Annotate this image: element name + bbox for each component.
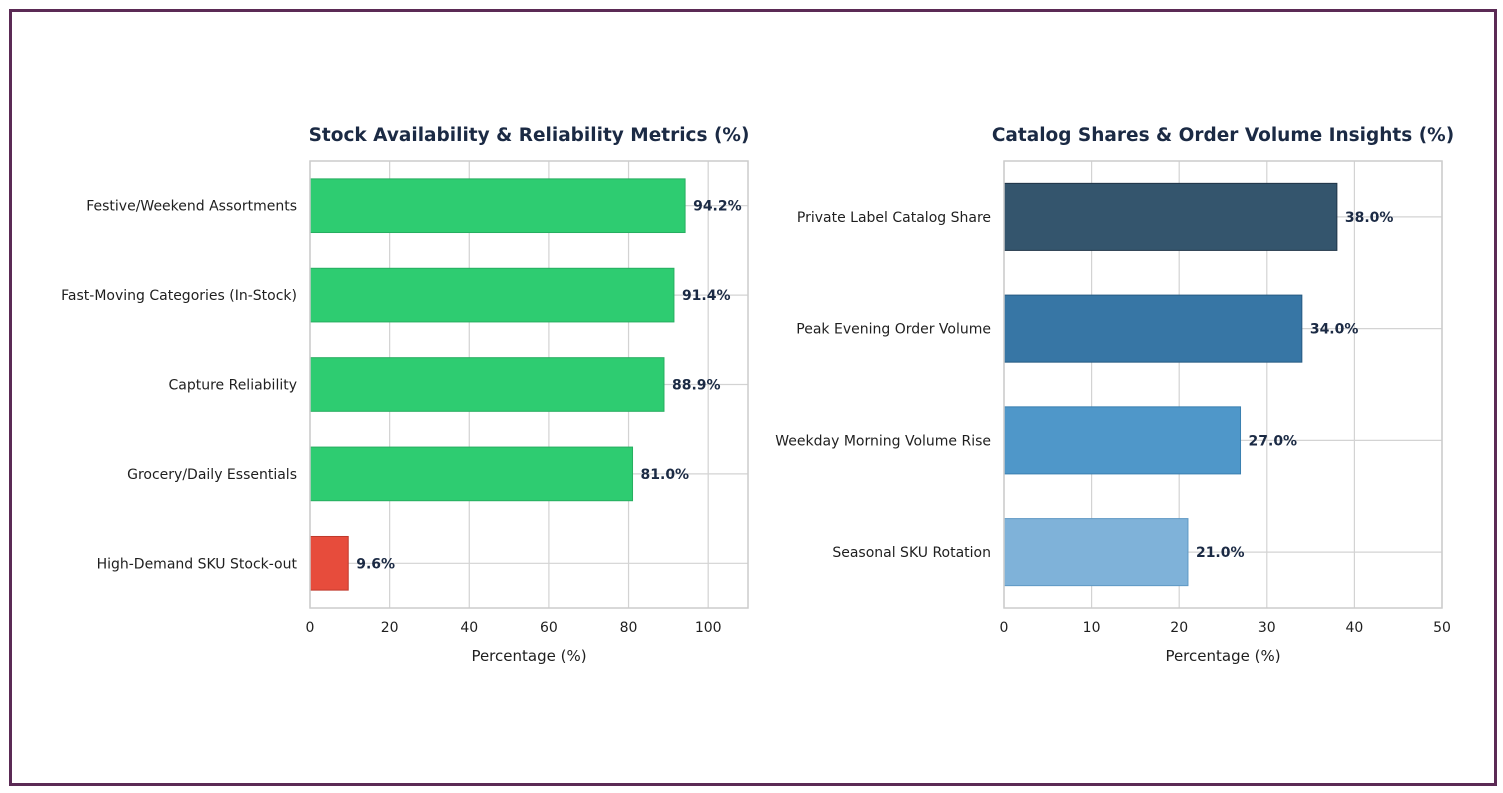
value-label: 27.0%	[1249, 433, 1298, 449]
x-tick-label: 40	[1345, 620, 1363, 636]
bar	[1003, 182, 1338, 251]
figure-frame	[9, 9, 1497, 786]
category-label: High-Demand SKU Stock-out	[97, 556, 298, 572]
bar	[309, 535, 349, 591]
category-label: Private Label Catalog Share	[797, 210, 991, 226]
x-tick-label: 20	[381, 620, 399, 636]
bar	[1003, 294, 1303, 363]
x-tick-label: 50	[1433, 620, 1451, 636]
x-tick-label: 40	[460, 620, 478, 636]
x-tick-label: 0	[306, 620, 315, 636]
x-tick-label: 0	[1000, 620, 1009, 636]
chart-catalog-shares: Catalog Shares & Order Volume Insights (…	[775, 125, 1454, 665]
category-label: Festive/Weekend Assortments	[86, 199, 297, 215]
x-tick-label: 80	[620, 620, 638, 636]
chart-title: Stock Availability & Reliability Metrics…	[309, 125, 750, 146]
chart-title: Catalog Shares & Order Volume Insights (…	[992, 125, 1454, 146]
category-label: Capture Reliability	[168, 378, 297, 394]
category-label: Weekday Morning Volume Rise	[775, 433, 991, 449]
bar	[309, 267, 675, 323]
value-label: 9.6%	[356, 556, 395, 572]
value-label: 88.9%	[672, 378, 721, 394]
x-tick-label: 60	[540, 620, 558, 636]
x-tick-label: 10	[1083, 620, 1101, 636]
category-label: Grocery/Daily Essentials	[127, 467, 297, 483]
x-tick-label: 20	[1170, 620, 1188, 636]
bar	[309, 357, 665, 412]
value-label: 21.0%	[1196, 545, 1245, 561]
bar	[1003, 518, 1189, 587]
bar	[309, 178, 686, 234]
bar	[1003, 406, 1242, 475]
x-tick-label: 30	[1258, 620, 1276, 636]
value-label: 38.0%	[1345, 210, 1394, 226]
value-label: 91.4%	[682, 288, 731, 304]
x-tick-label: 100	[695, 620, 722, 636]
value-label: 34.0%	[1310, 322, 1359, 338]
bar	[309, 446, 634, 502]
category-label: Peak Evening Order Volume	[796, 322, 991, 338]
category-label: Seasonal SKU Rotation	[832, 545, 991, 561]
plot-frame	[309, 160, 749, 609]
x-axis-label: Percentage (%)	[471, 647, 586, 665]
value-label: 81.0%	[641, 467, 690, 483]
value-label: 94.2%	[693, 199, 742, 215]
category-label: Fast-Moving Categories (In-Stock)	[61, 288, 297, 304]
plot-frame	[1003, 160, 1443, 609]
x-axis-label: Percentage (%)	[1165, 647, 1280, 665]
chart-stock-availability: Stock Availability & Reliability Metrics…	[61, 125, 749, 665]
